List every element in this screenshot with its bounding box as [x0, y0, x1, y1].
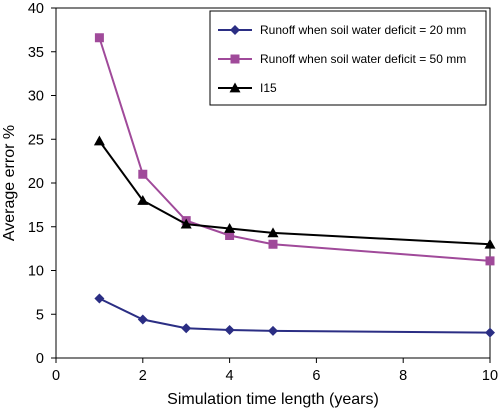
data-point	[94, 293, 105, 304]
x-axis: 0 2 4 6 8 10	[52, 358, 498, 384]
data-point	[224, 223, 236, 233]
data-point	[138, 169, 148, 179]
series-layer	[93, 33, 496, 338]
legend-label: I15	[260, 81, 277, 95]
series-line	[98, 37, 491, 262]
series-3	[93, 135, 496, 249]
legend-item: Runoff when soil water deficit = 50 mm	[218, 52, 466, 66]
y-tick-label: 20	[28, 176, 44, 192]
y-tick-label: 25	[28, 132, 44, 148]
y-axis: 0 5 10 15 20 25 30 35 40	[28, 1, 56, 367]
data-point	[137, 314, 148, 325]
y-tick-label: 15	[28, 220, 44, 236]
data-point	[484, 238, 496, 249]
series-1	[94, 293, 495, 338]
data-point	[180, 218, 192, 229]
series-line	[98, 140, 491, 246]
x-tick-label: 6	[312, 368, 320, 384]
legend-item: Runoff when soil water deficit = 20 mm	[218, 23, 466, 37]
y-tick-label: 5	[36, 307, 44, 323]
x-tick-label: 8	[399, 368, 407, 384]
data-point	[225, 231, 235, 240]
data-point	[181, 323, 192, 334]
y-tick-label: 10	[28, 264, 44, 280]
data-point	[224, 325, 235, 335]
data-point	[268, 239, 278, 249]
legend-box	[209, 10, 487, 106]
legend-swatch-marker	[230, 54, 240, 64]
y-tick-label: 30	[28, 89, 44, 105]
data-point	[268, 325, 278, 336]
legend-label: Runoff when soil water deficit = 50 mm	[260, 52, 466, 66]
data-point	[137, 195, 149, 205]
x-tick-label: 10	[482, 368, 498, 384]
x-axis-title: Simulation time length (years)	[167, 391, 379, 408]
legend: Runoff when soil water deficit = 20 mm Ru…	[209, 10, 487, 106]
legend-swatch-marker	[229, 82, 241, 93]
data-point	[485, 327, 495, 338]
y-tick-label: 0	[36, 351, 44, 367]
legend-label: Runoff when soil water deficit = 20 mm	[260, 23, 466, 37]
legend-swatch-marker	[230, 25, 240, 35]
data-point	[485, 256, 495, 266]
y-tick-label: 40	[28, 1, 44, 17]
data-point	[93, 135, 105, 146]
y-axis-title: Average error %	[1, 125, 18, 241]
x-tick-label: 4	[226, 368, 234, 384]
data-point	[267, 227, 279, 238]
y-tick-label: 35	[28, 45, 44, 61]
x-tick-label: 2	[139, 368, 147, 384]
data-point	[94, 33, 104, 43]
legend-item: I15	[218, 81, 277, 95]
x-tick-label: 0	[52, 368, 60, 384]
series-line	[98, 297, 491, 334]
